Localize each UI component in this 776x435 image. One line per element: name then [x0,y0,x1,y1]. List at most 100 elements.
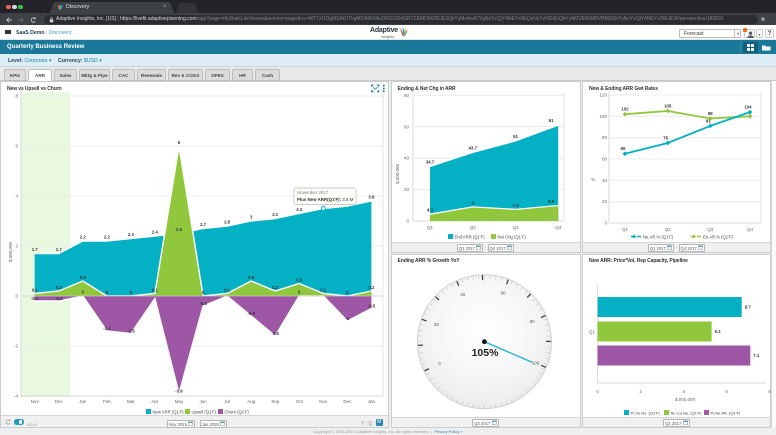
svg-text:80: 80 [602,135,608,140]
svg-text:$,000,000: $,000,000 [675,397,696,402]
svg-text:Jan: Jan [79,399,87,404]
svg-text:100: 100 [599,114,607,119]
svg-text:0: 0 [596,389,599,394]
svg-text:Mar: Mar [127,399,135,404]
svg-text:40: 40 [403,156,409,161]
svg-text:-2: -2 [14,344,18,349]
svg-text:Jul: Jul [224,399,230,404]
svg-text:-1.6: -1.6 [271,331,279,336]
svg-text:4: 4 [15,194,18,199]
svg-text:0.2: 0.2 [272,285,279,290]
svg-text:20: 20 [403,187,409,192]
svg-text:Dec: Dec [55,399,64,404]
svg-text:105: 105 [664,104,672,109]
svg-text:43.7: 43.7 [468,145,477,150]
svg-text:0: 0 [130,290,133,295]
svg-text:91: 91 [706,118,711,123]
svg-text:Pr.Vo.Ne. (Q1'F): Pr.Vo.Ne. (Q1'F) [631,410,661,415]
svg-text:0: 0 [438,361,441,366]
svg-text:1.7: 1.7 [56,247,63,252]
svg-text:1.7: 1.7 [32,247,39,252]
svg-text:-4: -4 [14,394,18,399]
svg-text:2.4: 2.4 [152,230,159,235]
svg-text:2: 2 [639,389,642,394]
svg-text:0: 0 [298,290,301,295]
svg-text:2.2: 2.2 [104,235,111,240]
svg-text:Churn (Q1'F): Churn (Q1'F) [225,410,250,415]
svg-text:Sep: Sep [271,399,280,404]
svg-text:-0.4: -0.4 [199,301,207,306]
svg-text:New ARR (Q1'F): New ARR (Q1'F) [153,410,185,415]
svg-text:60: 60 [403,124,409,129]
svg-text:%: % [591,177,595,182]
svg-text:105%: 105% [471,347,499,359]
svg-text:Nov: Nov [31,399,40,404]
svg-text:Upsell (Q1'F): Upsell (Q1'F) [192,410,217,415]
svg-text:102: 102 [621,107,629,112]
svg-text:120: 120 [599,93,607,98]
svg-text:0: 0 [82,290,85,295]
svg-text:En.AR.% (Q1'F): En.AR.% (Q1'F) [703,235,733,240]
svg-text:60: 60 [602,157,608,162]
svg-text:98: 98 [708,111,713,116]
svg-text:6.7: 6.7 [745,304,752,309]
svg-text:6: 6 [178,140,181,145]
svg-text:Q3: Q3 [707,227,714,232]
svg-text:Aug: Aug [247,399,256,404]
svg-text:November 2017: November 2017 [297,190,329,195]
svg-text:9.9: 9.9 [548,199,555,204]
svg-text:61: 61 [548,118,553,123]
svg-text:2.3: 2.3 [128,232,135,237]
svg-text:May: May [175,399,184,404]
svg-text:-1: -1 [345,316,349,321]
svg-text:2.8: 2.8 [224,220,231,225]
svg-text:0.1: 0.1 [32,288,39,293]
svg-text:104: 104 [744,105,752,110]
svg-text:2: 2 [15,244,18,249]
svg-text:0.6: 0.6 [248,275,255,280]
svg-text:0: 0 [106,290,109,295]
svg-text:3: 3 [250,215,253,220]
svg-text:Apr: Apr [151,399,159,404]
svg-text:6: 6 [15,144,18,149]
svg-text:0.2: 0.2 [56,285,63,290]
svg-text:0.6: 0.6 [80,275,87,280]
svg-text:0: 0 [346,290,349,295]
svg-text:8: 8 [15,94,18,99]
svg-text:6: 6 [725,389,728,394]
svg-text:Feb: Feb [103,399,111,404]
svg-text:8: 8 [768,389,771,394]
svg-text:-0.8: -0.8 [247,311,255,316]
svg-text:Pi.Ne.AR. (Q1'F): Pi.Ne.AR. (Q1'F) [711,410,742,415]
svg-text:9: 9 [471,200,474,205]
svg-text:65: 65 [621,146,626,151]
svg-text:-1.4: -1.4 [103,326,111,331]
svg-text:-0.2: -0.2 [31,296,39,301]
svg-text:0: 0 [15,294,18,299]
svg-text:Q4: Q4 [555,225,562,230]
svg-text:$,000,000: $,000,000 [395,163,400,184]
svg-text:Re.Ca.Ne. (Q1'F): Re.Ca.Ne. (Q1'F) [671,410,703,415]
svg-text:40: 40 [602,178,608,183]
svg-text:60: 60 [500,290,506,295]
svg-text:0.2: 0.2 [368,285,375,290]
svg-text:4.3: 4.3 [427,208,434,213]
svg-text:4: 4 [682,389,685,394]
svg-text:0: 0 [406,219,409,224]
svg-text:51: 51 [513,134,518,139]
svg-text:0.1: 0.1 [320,288,327,293]
svg-text:7.4: 7.4 [512,203,519,208]
svg-text:34.7: 34.7 [425,160,434,165]
svg-text:Ne.AR.% (Q1'F): Ne.AR.% (Q1'F) [643,235,674,240]
svg-text:Jan: Jan [368,399,376,404]
svg-text:Q3: Q3 [512,225,519,230]
svg-text:$,000,000: $,000,000 [8,241,13,262]
svg-text:Jun: Jun [199,399,207,404]
svg-text:Oct: Oct [296,399,304,404]
svg-text:3.3: 3.3 [296,207,303,212]
svg-text:0: 0 [604,221,607,226]
svg-text:Q4: Q4 [747,227,754,232]
svg-text:0: 0 [202,290,205,295]
svg-text:75: 75 [663,136,668,141]
svg-text:0.1: 0.1 [224,288,231,293]
